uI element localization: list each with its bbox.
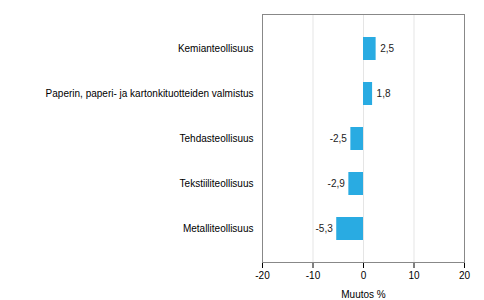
svg-text:Paperin, paperi- ja kartonkitu: Paperin, paperi- ja kartonkituotteiden v…: [46, 88, 254, 99]
svg-text:10: 10: [408, 270, 420, 281]
svg-text:Muutos %: Muutos %: [341, 289, 386, 300]
svg-text:1,8: 1,8: [377, 88, 391, 99]
svg-text:Metalliteollisuus: Metalliteollisuus: [183, 223, 254, 234]
svg-text:0: 0: [361, 270, 367, 281]
svg-text:-10: -10: [306, 270, 321, 281]
svg-text:-5,3: -5,3: [316, 223, 334, 234]
svg-text:Kemianteollisuus: Kemianteollisuus: [178, 43, 254, 54]
svg-text:20: 20: [459, 270, 471, 281]
svg-text:Tehdasteollisuus: Tehdasteollisuus: [180, 133, 254, 144]
svg-text:-20: -20: [255, 270, 270, 281]
svg-text:-2,5: -2,5: [330, 133, 348, 144]
svg-text:2,5: 2,5: [380, 43, 394, 54]
svg-text:Tekstiiliteollisuus: Tekstiiliteollisuus: [180, 178, 254, 189]
svg-text:-2,9: -2,9: [328, 178, 346, 189]
